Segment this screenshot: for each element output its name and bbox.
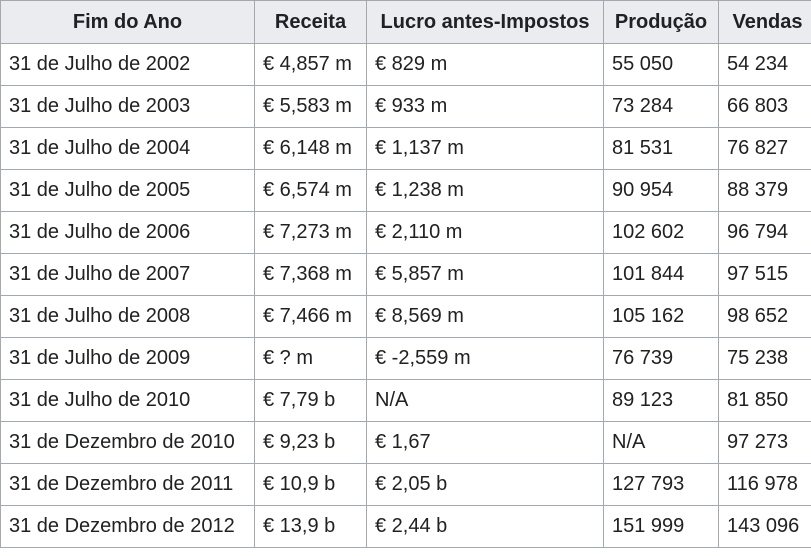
cell-producao: 81 531 (603, 127, 719, 170)
header-producao: Produção (603, 0, 719, 44)
cell-lucro: € 1,238 m (366, 169, 604, 212)
table-row: 31 de Julho de 2009 € ? m € -2,559 m 76 … (0, 337, 811, 380)
cell-lucro: € 829 m (366, 43, 604, 86)
table-row: 31 de Julho de 2003 € 5,583 m € 933 m 73… (0, 85, 811, 128)
cell-fim-do-ano: 31 de Dezembro de 2010 (0, 421, 255, 464)
cell-receita: € 7,79 b (254, 379, 367, 422)
cell-producao: 151 999 (603, 505, 719, 548)
cell-producao: 89 123 (603, 379, 719, 422)
cell-vendas: 97 515 (718, 253, 811, 296)
cell-fim-do-ano: 31 de Julho de 2007 (0, 253, 255, 296)
cell-fim-do-ano: 31 de Julho de 2002 (0, 43, 255, 86)
cell-receita: € 9,23 b (254, 421, 367, 464)
cell-vendas: 54 234 (718, 43, 811, 86)
cell-vendas: 66 803 (718, 85, 811, 128)
cell-fim-do-ano: 31 de Julho de 2008 (0, 295, 255, 338)
cell-vendas: 88 379 (718, 169, 811, 212)
header-vendas: Vendas (718, 0, 811, 44)
cell-fim-do-ano: 31 de Dezembro de 2011 (0, 463, 255, 506)
table-row: 31 de Dezembro de 2010 € 9,23 b € 1,67 N… (0, 421, 811, 464)
table-row: 31 de Dezembro de 2012 € 13,9 b € 2,44 b… (0, 505, 811, 548)
cell-vendas: 81 850 (718, 379, 811, 422)
cell-producao: 101 844 (603, 253, 719, 296)
cell-receita: € 4,857 m (254, 43, 367, 86)
cell-receita: € 6,148 m (254, 127, 367, 170)
cell-lucro: € 5,857 m (366, 253, 604, 296)
cell-lucro: € 2,05 b (366, 463, 604, 506)
cell-fim-do-ano: 31 de Dezembro de 2012 (0, 505, 255, 548)
cell-receita: € 7,368 m (254, 253, 367, 296)
cell-vendas: 143 096 (718, 505, 811, 548)
table-row: 31 de Julho de 2006 € 7,273 m € 2,110 m … (0, 211, 811, 254)
header-receita: Receita (254, 0, 367, 44)
cell-fim-do-ano: 31 de Julho de 2006 (0, 211, 255, 254)
cell-lucro: € 1,137 m (366, 127, 604, 170)
cell-receita: € 7,273 m (254, 211, 367, 254)
cell-vendas: 96 794 (718, 211, 811, 254)
cell-fim-do-ano: 31 de Julho de 2004 (0, 127, 255, 170)
cell-producao: 90 954 (603, 169, 719, 212)
cell-receita: € 10,9 b (254, 463, 367, 506)
cell-producao: 127 793 (603, 463, 719, 506)
cell-producao: 55 050 (603, 43, 719, 86)
cell-fim-do-ano: 31 de Julho de 2005 (0, 169, 255, 212)
cell-lucro: € 933 m (366, 85, 604, 128)
cell-receita: € 13,9 b (254, 505, 367, 548)
cell-lucro: € 8,569 m (366, 295, 604, 338)
table-row: 31 de Julho de 2004 € 6,148 m € 1,137 m … (0, 127, 811, 170)
cell-producao: 105 162 (603, 295, 719, 338)
table-row: 31 de Julho de 2002 € 4,857 m € 829 m 55… (0, 43, 811, 86)
table-row: 31 de Julho de 2005 € 6,574 m € 1,238 m … (0, 169, 811, 212)
header-fim-do-ano: Fim do Ano (0, 0, 255, 44)
cell-fim-do-ano: 31 de Julho de 2010 (0, 379, 255, 422)
cell-receita: € 6,574 m (254, 169, 367, 212)
table-row: 31 de Julho de 2007 € 7,368 m € 5,857 m … (0, 253, 811, 296)
cell-lucro: € 2,110 m (366, 211, 604, 254)
cell-lucro: € 2,44 b (366, 505, 604, 548)
cell-producao: 73 284 (603, 85, 719, 128)
cell-vendas: 98 652 (718, 295, 811, 338)
cell-fim-do-ano: 31 de Julho de 2009 (0, 337, 255, 380)
header-row: Fim do Ano Receita Lucro antes-Impostos … (0, 0, 811, 44)
cell-lucro: € -2,559 m (366, 337, 604, 380)
cell-vendas: 97 273 (718, 421, 811, 464)
cell-vendas: 116 978 (718, 463, 811, 506)
cell-lucro: € 1,67 (366, 421, 604, 464)
cell-producao: 102 602 (603, 211, 719, 254)
cell-receita: € 5,583 m (254, 85, 367, 128)
table-row: 31 de Julho de 2010 € 7,79 b N/A 89 123 … (0, 379, 811, 422)
cell-producao: 76 739 (603, 337, 719, 380)
cell-producao: N/A (603, 421, 719, 464)
cell-vendas: 75 238 (718, 337, 811, 380)
cell-fim-do-ano: 31 de Julho de 2003 (0, 85, 255, 128)
cell-receita: € ? m (254, 337, 367, 380)
table-row: 31 de Dezembro de 2011 € 10,9 b € 2,05 b… (0, 463, 811, 506)
cell-lucro: N/A (366, 379, 604, 422)
cell-receita: € 7,466 m (254, 295, 367, 338)
header-lucro: Lucro antes-Impostos (366, 0, 604, 44)
table-row: 31 de Julho de 2008 € 7,466 m € 8,569 m … (0, 295, 811, 338)
cell-vendas: 76 827 (718, 127, 811, 170)
